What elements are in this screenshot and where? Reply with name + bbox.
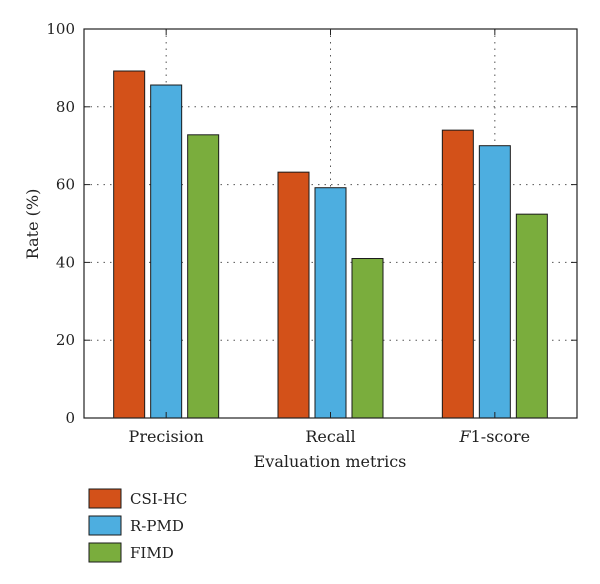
x-category-label-plain: 1-score — [471, 427, 531, 446]
x-category-label-italic: F — [459, 427, 472, 446]
bar-csi-hc-0 — [113, 70, 146, 419]
bar-r-pmd-0 — [150, 84, 183, 419]
legend-swatch-fimd — [88, 542, 122, 563]
bar-fimd-2 — [515, 213, 548, 419]
bar-csi-hc-2 — [441, 129, 474, 419]
legend-swatch-r-pmd — [88, 515, 122, 536]
x-axis-categories: Precision Recall F1-score — [129, 427, 531, 446]
y-tick-label: 40 — [56, 253, 75, 271]
y-axis-ticks: 0 20 40 60 80 100 — [46, 20, 577, 427]
y-tick-label: 100 — [46, 20, 75, 38]
bar-r-pmd-2 — [478, 145, 511, 419]
x-category-label: Precision — [129, 427, 204, 446]
x-axis-title: Evaluation metrics — [254, 452, 407, 471]
y-tick-label: 80 — [56, 98, 75, 116]
bars — [113, 70, 548, 419]
bar-r-pmd-1 — [314, 187, 347, 419]
y-tick-label: 60 — [56, 176, 75, 194]
y-tick-label: 20 — [56, 331, 75, 349]
x-category-label: Recall — [305, 427, 355, 446]
x-category-label: F1-score — [459, 427, 531, 446]
legend-swatch-csi-hc — [88, 488, 122, 509]
legend-label-csi-hc: CSI-HC — [130, 490, 187, 508]
legend: CSI-HC R-PMD FIMD — [88, 488, 187, 563]
y-axis-title: Rate (%) — [23, 189, 42, 260]
legend-label-r-pmd: R-PMD — [130, 517, 184, 535]
y-tick-label: 0 — [65, 409, 75, 427]
bar-fimd-1 — [351, 258, 384, 419]
legend-label-fimd: FIMD — [130, 544, 174, 562]
bar-fimd-0 — [187, 134, 220, 419]
bar-csi-hc-1 — [277, 171, 310, 419]
